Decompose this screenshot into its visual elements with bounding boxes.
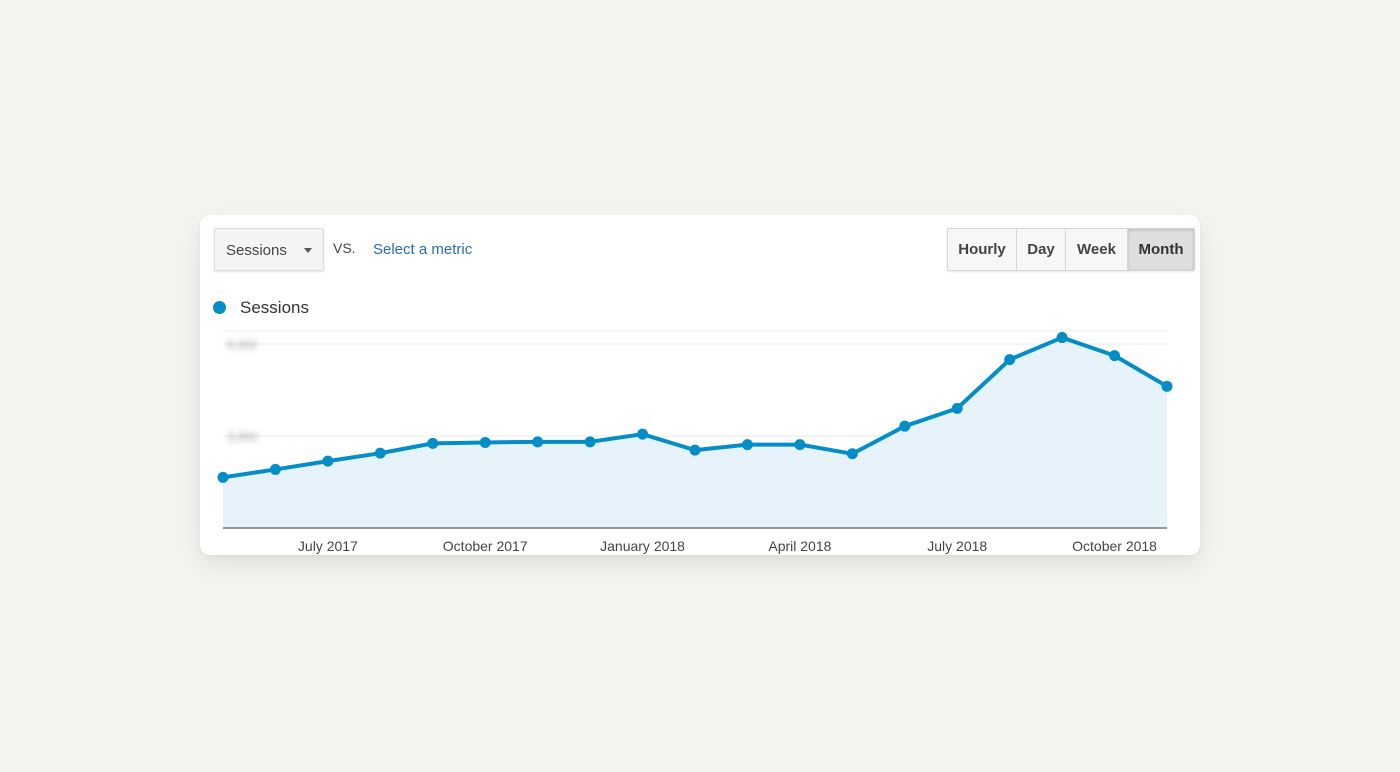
data-point	[899, 420, 911, 432]
granularity-toggle-group: Hourly Day Week Month	[947, 228, 1195, 271]
x-tick-label: January 2018	[600, 538, 685, 554]
granularity-month-button[interactable]: Month	[1128, 229, 1194, 270]
select-metric-link[interactable]: Select a metric	[373, 241, 473, 258]
data-point	[269, 463, 281, 475]
data-point	[374, 447, 386, 459]
data-point	[322, 455, 334, 467]
sessions-area-fill	[223, 337, 1167, 528]
y-tick-label: 6,000	[227, 338, 257, 352]
primary-metric-label: Sessions	[226, 242, 287, 259]
legend-series-name: Sessions	[240, 298, 309, 317]
data-point	[217, 471, 229, 483]
analytics-chart-card: Sessions VS. Select a metric Hourly Day …	[200, 215, 1200, 555]
data-point	[1056, 332, 1068, 344]
chevron-down-icon	[304, 248, 312, 253]
x-tick-label: April 2018	[768, 538, 831, 554]
data-point	[532, 436, 544, 448]
data-point	[479, 436, 491, 448]
data-point	[584, 436, 596, 448]
data-point	[794, 439, 806, 451]
x-tick-label: October 2018	[1072, 538, 1157, 554]
granularity-hourly-button[interactable]: Hourly	[948, 229, 1017, 270]
y-tick-label: 3,000	[227, 430, 257, 444]
x-tick-label: July 2017	[298, 538, 358, 554]
data-point	[637, 428, 649, 440]
data-point	[951, 402, 963, 414]
data-point	[1161, 380, 1173, 392]
x-tick-label: October 2017	[443, 538, 528, 554]
data-point	[846, 448, 858, 460]
sessions-line-chart: 3,000 6,000 July 2017 October 2017 January 2…	[217, 330, 1173, 554]
granularity-week-button[interactable]: Week	[1066, 229, 1128, 270]
data-point	[689, 444, 701, 456]
data-point	[741, 439, 753, 451]
granularity-day-button[interactable]: Day	[1017, 229, 1066, 270]
primary-metric-dropdown[interactable]: Sessions	[214, 228, 324, 271]
data-point	[427, 437, 439, 449]
data-point	[1004, 354, 1016, 366]
legend-swatch	[213, 301, 226, 314]
x-tick-label: July 2018	[927, 538, 987, 554]
vs-label: VS.	[333, 240, 356, 256]
data-point	[1109, 350, 1121, 362]
